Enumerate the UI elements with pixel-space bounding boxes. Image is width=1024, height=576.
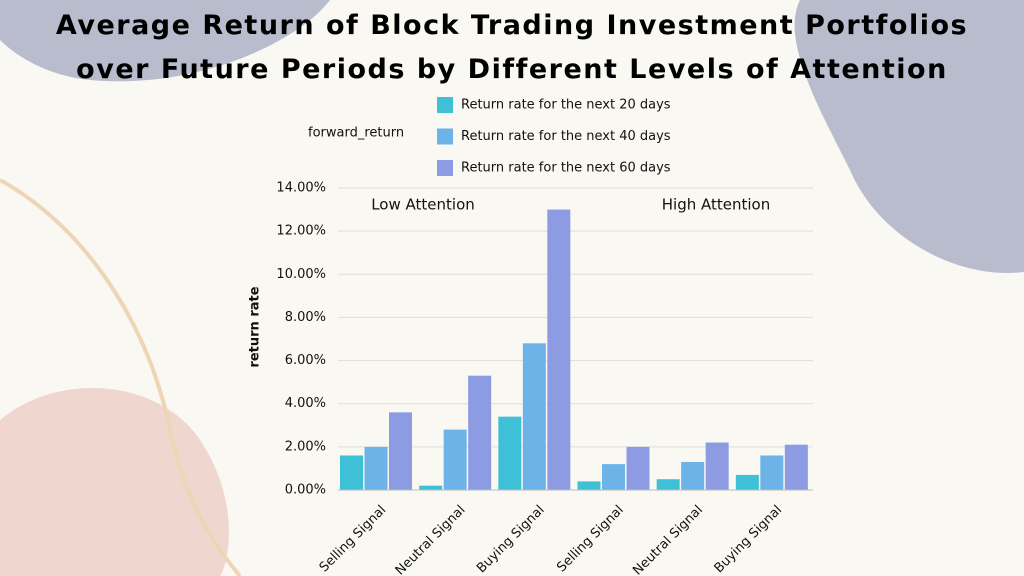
y-tick-label: 14.00% <box>276 181 326 196</box>
legend-label: Return rate for the next 60 days <box>461 161 671 176</box>
chart-title: Average Return of Block Trading Investme… <box>55 10 969 85</box>
bar <box>364 446 388 490</box>
bar <box>735 474 759 490</box>
y-tick-label: 0.00% <box>285 483 326 498</box>
legend-label: Return rate for the next 40 days <box>461 129 671 144</box>
y-tick-label: 8.00% <box>285 310 326 325</box>
legend-swatch <box>437 128 453 145</box>
legend-title: forward_return <box>308 126 404 141</box>
bar <box>705 442 729 490</box>
bar <box>389 412 412 490</box>
bar <box>468 375 492 490</box>
y-tick-label: 4.00% <box>285 396 326 411</box>
y-tick-label: 2.00% <box>285 439 326 454</box>
bar <box>577 481 601 490</box>
bar <box>681 461 705 490</box>
x-tick-label: Selling Signal <box>317 503 390 576</box>
bar <box>656 479 680 490</box>
bar <box>419 485 443 490</box>
bar <box>340 455 363 490</box>
decor-blob <box>0 387 229 576</box>
bar <box>443 429 467 490</box>
x-tick-label: Buying Signal <box>474 503 548 576</box>
x-tick-label: Selling Signal <box>554 503 627 576</box>
x-tick-label: Neutral Signal <box>630 503 706 576</box>
bar <box>626 446 650 490</box>
y-tick-label: 10.00% <box>276 267 326 282</box>
x-tick-label: Neutral Signal <box>393 503 469 576</box>
bar <box>498 416 522 490</box>
x-tick-label: Buying Signal <box>712 503 786 576</box>
y-axis-label: return rate <box>248 286 263 367</box>
legend-swatch <box>437 97 453 113</box>
y-tick-label: 6.00% <box>285 353 326 368</box>
annotation: High Attention <box>662 196 770 214</box>
bar <box>784 444 808 490</box>
legend-label: Return rate for the next 20 days <box>461 98 671 113</box>
bar <box>760 455 784 490</box>
bar <box>547 209 571 491</box>
decor-line <box>0 178 242 576</box>
annotation: Low Attention <box>371 196 475 214</box>
bar <box>602 464 625 490</box>
decor-blob <box>794 0 1024 274</box>
legend-swatch <box>437 160 453 176</box>
bar <box>522 343 546 490</box>
y-tick-label: 12.00% <box>276 224 326 239</box>
decor-blob <box>0 0 330 82</box>
